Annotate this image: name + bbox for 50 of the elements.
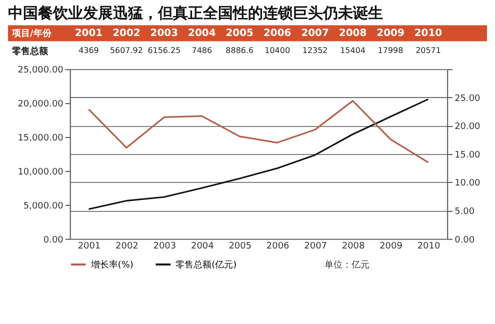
y2-tick-label: 0.00 — [454, 235, 475, 246]
x-tick-label: 2003 — [153, 241, 176, 252]
x-tick-label: 2005 — [228, 241, 252, 252]
legend-label: 零售总额(亿元) — [176, 259, 237, 270]
line-series — [88, 98, 430, 210]
category-label: 2002 — [112, 28, 140, 40]
y-tick-label: 20,000.00 — [18, 100, 64, 110]
category-label: 2005 — [226, 28, 254, 40]
data-label: 4369 — [78, 46, 99, 56]
category-label: 2009 — [376, 28, 404, 40]
data-label: 7486 — [192, 46, 212, 56]
category-label: 2003 — [150, 28, 178, 40]
data-label: 17998 — [378, 46, 404, 56]
y-tick-label: 0.00 — [43, 235, 64, 246]
legend-label: 增长率(%) — [90, 259, 134, 270]
y-tick-label: 25,000.00 — [18, 66, 64, 76]
category-label: 2010 — [414, 28, 442, 40]
y-tick-label: 15,000.00 — [18, 133, 64, 144]
data-label: 8886.6 — [226, 46, 254, 56]
x-tick-label: 2008 — [342, 241, 365, 252]
data-label: 15404 — [340, 46, 366, 56]
data-label: 6156.25 — [148, 46, 181, 56]
category-label: 2008 — [338, 28, 367, 40]
x-tick-label: 2009 — [380, 241, 403, 252]
category-label: 2001 — [74, 28, 103, 40]
x-tick-label: 2002 — [116, 241, 138, 252]
category-label: 2007 — [301, 28, 329, 40]
y2-tick-label: 25.00 — [454, 94, 481, 104]
data-label: 10400 — [264, 46, 290, 56]
x-tick-label: 2010 — [417, 241, 440, 252]
y-tick-label: 10,000.00 — [18, 167, 64, 178]
x-tick-label: 2007 — [304, 241, 327, 252]
data-label: 20571 — [416, 46, 441, 56]
data-label: 12352 — [302, 46, 328, 56]
x-tick-label: 2004 — [190, 241, 214, 252]
x-tick-label: 2001 — [78, 241, 101, 252]
chart-title: 中国餐饮业发展迅猛，但真正全国性的连锁巨头仍未诞生 — [8, 4, 383, 22]
text: 零售总额 — [10, 46, 49, 58]
category-label: 2004 — [188, 28, 216, 40]
text: 项目/年份 — [10, 28, 52, 40]
category-label: 2006 — [263, 28, 292, 40]
x-tick-label: 2006 — [266, 241, 290, 252]
line-series — [88, 100, 430, 164]
data-label: 5607.92 — [110, 46, 143, 56]
y2-tick-label: 20.00 — [454, 122, 481, 132]
y2-tick-label: 5.00 — [454, 207, 475, 218]
y2-tick-label: 10.00 — [454, 178, 481, 189]
text: 单位：亿元 — [324, 260, 370, 271]
y-tick-label: 5,000.00 — [23, 201, 64, 212]
y2-tick-label: 15.00 — [454, 150, 481, 160]
